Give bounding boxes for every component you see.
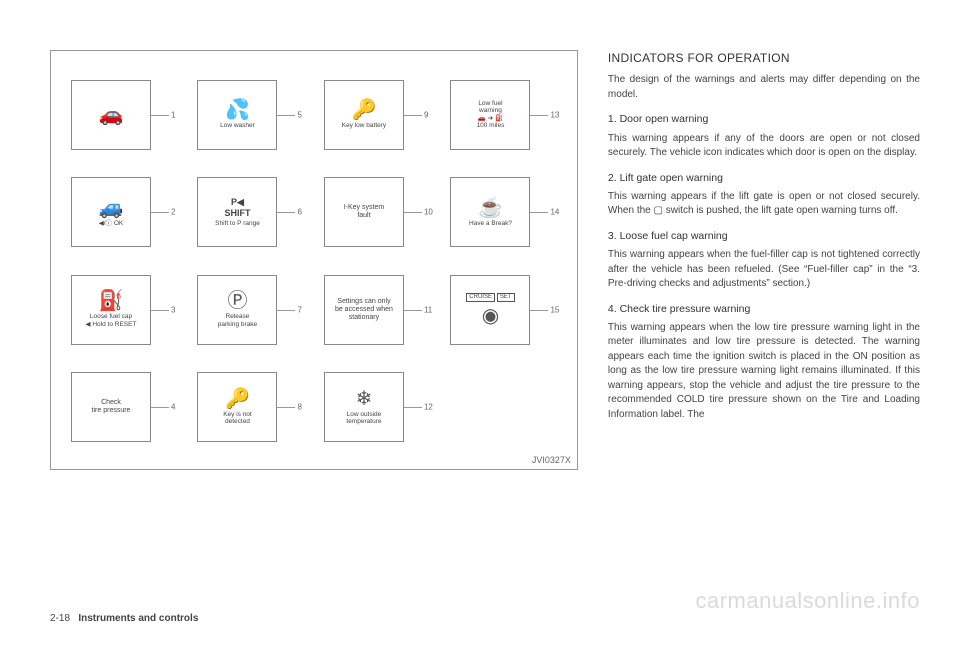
- indicator-number-5: 5: [297, 110, 301, 119]
- subsection-title-4: 4. Check tire pressure warning: [608, 302, 920, 317]
- connector-line: [151, 407, 169, 408]
- subsection-body-2: This warning appears if the lift gate is…: [608, 190, 920, 219]
- indicator-number-2: 2: [171, 208, 175, 217]
- indicator-cell-12: ❄Low outside temperature12: [324, 364, 420, 452]
- indicator-number-10: 10: [424, 208, 433, 217]
- page-container: 🚗1💦Low washer5🔑Key low battery9Low fuel …: [50, 50, 920, 470]
- indicator-tile-1: 🚗: [71, 80, 151, 150]
- connector-line: [404, 115, 422, 116]
- indicator-number-6: 6: [297, 208, 301, 217]
- connector-line: [151, 115, 169, 116]
- connector-line: [277, 212, 295, 213]
- subsection-title-1: 1. Door open warning: [608, 112, 920, 127]
- indicator-number-11: 11: [424, 305, 432, 314]
- indicator-cell-3: ⛽Loose fuel cap ◀ Hold to RESET3: [71, 266, 167, 354]
- indicator-cell-5: 💦Low washer5: [197, 71, 293, 159]
- indicator-tile-4: Check tire pressure: [71, 372, 151, 442]
- subsection-title-2: 2. Lift gate open warning: [608, 171, 920, 186]
- connector-line: [530, 310, 548, 311]
- connector-line: [530, 115, 548, 116]
- section-heading: INDICATORS FOR OPERATION: [608, 50, 920, 67]
- connector-line: [277, 115, 295, 116]
- indicator-tile-3: ⛽Loose fuel cap ◀ Hold to RESET: [71, 275, 151, 345]
- indicator-tile-11: Settings can only be accessed when stati…: [324, 275, 404, 345]
- text-column: INDICATORS FOR OPERATION The design of t…: [608, 50, 920, 470]
- connector-line: [404, 310, 422, 311]
- indicator-number-9: 9: [424, 110, 428, 119]
- indicator-number-13: 13: [550, 110, 559, 119]
- watermark: carmanualsonline.info: [695, 588, 920, 614]
- indicator-tile-5: 💦Low washer: [197, 80, 277, 150]
- indicator-cell-1: 🚗1: [71, 71, 167, 159]
- indicator-cell-10: I-Key system fault10: [324, 169, 420, 257]
- page-footer: 2-18 Instruments and controls: [50, 613, 198, 624]
- indicator-number-8: 8: [297, 403, 301, 412]
- indicator-cell-13: Low fuel warning 🚗 ➔ ⛽ 100 miles13: [450, 71, 546, 159]
- indicator-cell-8: 🔑Key is not detected8: [197, 364, 293, 452]
- indicator-number-12: 12: [424, 403, 433, 412]
- subsection-body-3: This warning appears when the fuel-fille…: [608, 248, 920, 292]
- indicator-tile-6: P◀ SHIFTShift to P range: [197, 177, 277, 247]
- indicator-number-14: 14: [550, 208, 559, 217]
- indicator-cell-6: P◀ SHIFTShift to P range6: [197, 169, 293, 257]
- indicator-tile-9: 🔑Key low battery: [324, 80, 404, 150]
- connector-line: [404, 407, 422, 408]
- section-intro: The design of the warnings and alerts ma…: [608, 73, 920, 102]
- footer-section: Instruments and controls: [78, 613, 198, 624]
- indicator-cell-2: 🚙◀/ⓘ OK2: [71, 169, 167, 257]
- connector-line: [530, 212, 548, 213]
- indicator-cell-14: ☕Have a Break?14: [450, 169, 546, 257]
- indicator-tile-12: ❄Low outside temperature: [324, 372, 404, 442]
- connector-line: [151, 310, 169, 311]
- page-number: 2-18: [50, 613, 70, 624]
- indicator-cell-9: 🔑Key low battery9: [324, 71, 420, 159]
- connector-line: [277, 407, 295, 408]
- indicator-cell-15: CRUISE SET◉15: [450, 266, 546, 354]
- indicator-number-1: 1: [171, 110, 175, 119]
- indicator-tile-13: Low fuel warning 🚗 ➔ ⛽ 100 miles: [450, 80, 530, 150]
- diagram-box: 🚗1💦Low washer5🔑Key low battery9Low fuel …: [50, 50, 578, 470]
- indicator-cell-4: Check tire pressure4: [71, 364, 167, 452]
- indicator-tile-8: 🔑Key is not detected: [197, 372, 277, 442]
- connector-line: [277, 310, 295, 311]
- diagram-id: JVI0327X: [532, 455, 571, 465]
- subsection-body-4: This warning appears when the low tire p…: [608, 321, 920, 423]
- subsection-body-1: This warning appears if any of the doors…: [608, 132, 920, 161]
- connector-line: [151, 212, 169, 213]
- empty-cell: [450, 364, 546, 452]
- indicator-number-4: 4: [171, 403, 175, 412]
- indicator-tile-15: CRUISE SET◉: [450, 275, 530, 345]
- subsection-title-3: 3. Loose fuel cap warning: [608, 229, 920, 244]
- indicator-tile-10: I-Key system fault: [324, 177, 404, 247]
- indicator-tile-7: ⓅRelease parking brake: [197, 275, 277, 345]
- indicator-cell-7: ⓅRelease parking brake7: [197, 266, 293, 354]
- indicator-number-3: 3: [171, 305, 175, 314]
- indicator-grid: 🚗1💦Low washer5🔑Key low battery9Low fuel …: [71, 71, 547, 451]
- indicator-number-15: 15: [550, 305, 559, 314]
- connector-line: [404, 212, 422, 213]
- indicator-tile-14: ☕Have a Break?: [450, 177, 530, 247]
- indicator-cell-11: Settings can only be accessed when stati…: [324, 266, 420, 354]
- indicator-tile-2: 🚙◀/ⓘ OK: [71, 177, 151, 247]
- indicator-number-7: 7: [297, 305, 301, 314]
